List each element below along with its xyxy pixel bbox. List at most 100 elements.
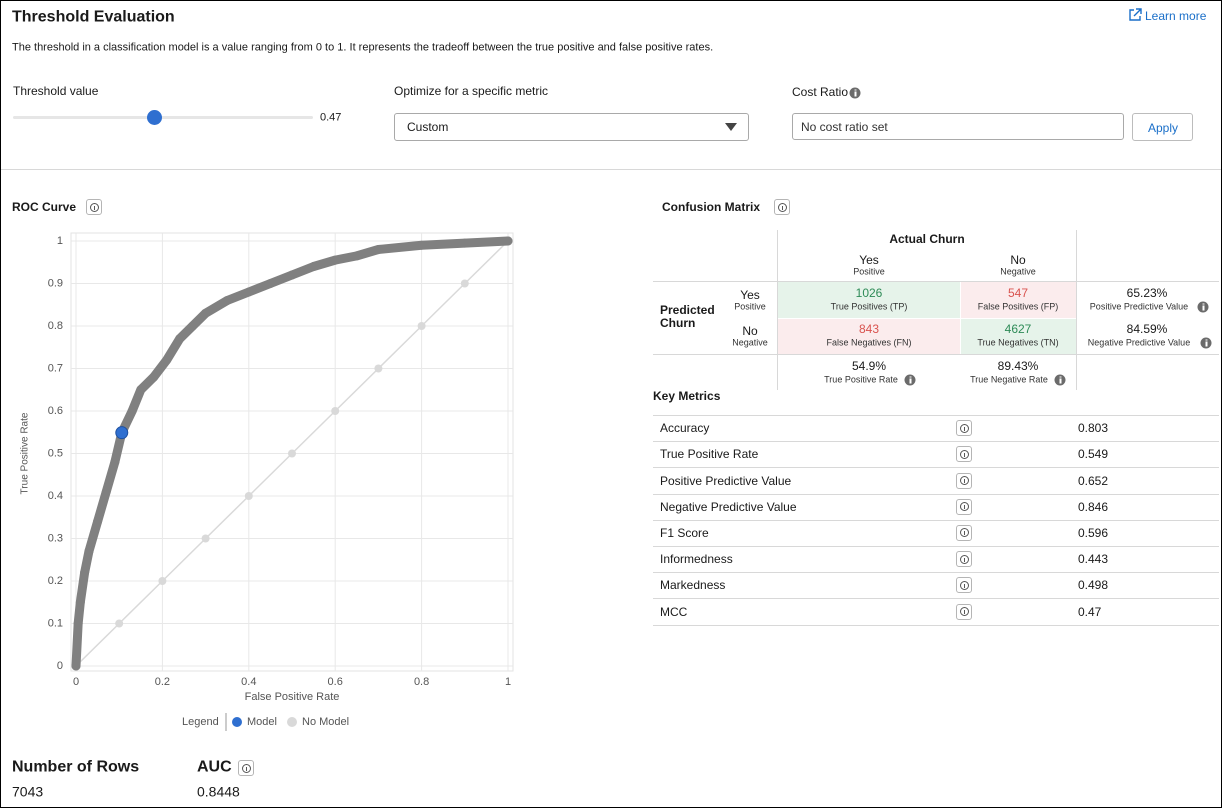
apply-button-label: Apply: [1147, 120, 1179, 135]
metric-name: Positive Predictive Value: [660, 473, 792, 488]
metric-line: [653, 624, 1219, 626]
y-tick-label: 0.7: [48, 362, 63, 374]
baseline-point: [417, 322, 426, 330]
info-button[interactable]: [86, 199, 102, 215]
slider-track[interactable]: [13, 116, 313, 119]
y-tick-label: 0.3: [48, 532, 63, 544]
metric-line: [653, 519, 1219, 521]
rate-label: True Positive Rate: [824, 374, 898, 385]
x-tick-label: 0.8: [414, 676, 429, 688]
y-tick-label: 0.6: [48, 405, 63, 417]
roc-point: [287, 270, 297, 280]
rate-label: Positive Predictive Value: [1089, 301, 1189, 312]
threshold-label: Threshold value: [13, 83, 99, 98]
baseline-point: [201, 534, 210, 543]
rate-value: 54.9%: [851, 358, 887, 373]
info-button[interactable]: [956, 420, 972, 437]
info-button[interactable]: [956, 524, 972, 541]
roc-point: [110, 457, 120, 467]
roc-point: [309, 262, 319, 271]
roc-point: [136, 385, 146, 395]
roc-point: [460, 238, 470, 248]
metric-name: Negative Predictive Value: [660, 499, 797, 514]
matrix-line: [1076, 230, 1077, 390]
metric-line: [653, 572, 1219, 574]
metric-line: [653, 546, 1219, 547]
info-button[interactable]: [956, 498, 972, 515]
info-button[interactable]: [956, 446, 972, 463]
metric-select[interactable]: Custom: [394, 113, 749, 141]
legend-label: Model: [247, 716, 277, 728]
info-button[interactable]: [956, 551, 972, 568]
metric-value: 0.652: [1078, 473, 1109, 488]
roc-point: [503, 236, 513, 246]
info-button[interactable]: [238, 760, 254, 776]
roc-point: [101, 487, 111, 497]
cell-value: 843: [858, 321, 880, 336]
y-tick-label: 0.4: [48, 490, 63, 502]
description: The threshold in a classification model …: [12, 41, 714, 54]
cell-label: False Negatives (FN): [826, 337, 912, 348]
legend-title: Legend: [182, 716, 219, 728]
fn-cell: [778, 319, 960, 354]
fp-cell: [961, 282, 1076, 318]
column-sub: Negative: [1000, 266, 1036, 277]
info-icon[interactable]: [904, 374, 916, 386]
cost-ratio-placeholder: No cost ratio set: [801, 119, 888, 134]
info-icon[interactable]: [1200, 337, 1212, 349]
metric-name: F1 Score: [660, 525, 709, 540]
learn-more-link[interactable]: Learn more: [1145, 8, 1207, 23]
x-axis-label: False Positive Rate: [245, 691, 340, 703]
info-icon[interactable]: [1197, 301, 1209, 313]
key-metrics-title: Key Metrics: [653, 388, 721, 403]
baseline-point: [331, 407, 340, 415]
x-tick-label: 0: [73, 676, 79, 688]
cost-ratio-label: Cost Ratio: [792, 84, 849, 99]
legend-label: No Model: [302, 716, 349, 728]
baseline-point: [115, 619, 124, 628]
threshold-point: [115, 426, 129, 440]
baseline-point: [244, 492, 253, 500]
external-link-icon[interactable]: [1128, 8, 1142, 22]
apply-button[interactable]: Apply: [1132, 113, 1193, 141]
info-button[interactable]: [956, 577, 972, 594]
row-sub: Negative: [732, 337, 768, 348]
rate-value: 84.59%: [1126, 321, 1168, 336]
metric-value: 0.443: [1078, 551, 1109, 566]
metric-name: Accuracy: [660, 420, 710, 435]
actual-label: Actual Churn: [889, 231, 965, 246]
y-tick-label: 0.9: [48, 277, 63, 289]
info-button[interactable]: [956, 472, 972, 489]
info-button[interactable]: [956, 603, 972, 620]
roc-point: [80, 568, 90, 577]
info-button[interactable]: [774, 199, 790, 215]
info-icon[interactable]: [849, 87, 861, 99]
baseline-point: [288, 449, 296, 458]
legend-swatch: [287, 717, 297, 727]
roc-point: [201, 308, 211, 318]
x-tick-label: 1: [505, 676, 511, 688]
y-tick-label: 1: [57, 235, 63, 247]
cell-label: False Positives (FP): [977, 301, 1059, 312]
column-label: Yes: [859, 252, 879, 267]
row-label: Yes: [740, 287, 760, 302]
matrix-line: [777, 230, 778, 390]
rows-label: Number of Rows: [12, 758, 140, 776]
y-axis-label: True Positive Rate: [20, 412, 31, 494]
roc-point: [75, 597, 85, 607]
rate-value: 89.43%: [997, 358, 1039, 373]
dropdown-arrow: [725, 123, 737, 131]
metric-line: [653, 598, 1219, 600]
cost-ratio-input[interactable]: No cost ratio set: [792, 113, 1124, 140]
roc-point: [222, 296, 232, 305]
slider-knob[interactable]: [146, 110, 162, 125]
x-tick-label: 0.4: [241, 676, 256, 688]
cell-value: 4627: [1004, 321, 1032, 336]
confusion-title: Confusion Matrix: [662, 199, 760, 214]
column-label: No: [1010, 252, 1026, 267]
rate-label: Negative Predictive Value: [1087, 337, 1191, 348]
row-label: No: [742, 323, 758, 338]
info-icon[interactable]: [1054, 374, 1066, 386]
cell-value: 547: [1007, 285, 1029, 300]
metric-value: 0.47: [1078, 604, 1102, 619]
